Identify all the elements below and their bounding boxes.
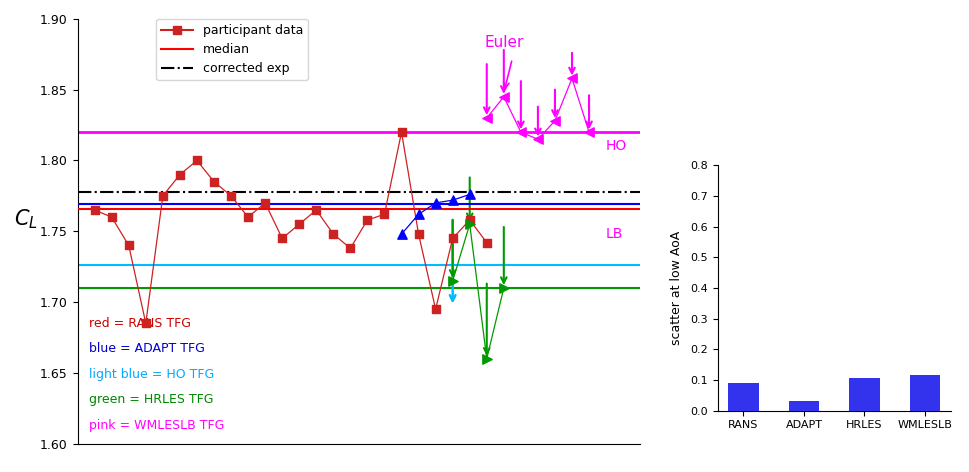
Point: [257, 199, 272, 207]
Bar: [849, 379, 879, 411]
Point: [461, 216, 477, 224]
Bar: [909, 375, 939, 411]
Point: [461, 191, 477, 198]
Point: [359, 216, 375, 224]
Text: light blue = HO TFG: light blue = HO TFG: [89, 368, 214, 381]
Point: [479, 114, 494, 122]
Point: [189, 157, 204, 164]
Point: [104, 213, 119, 221]
Bar: [728, 383, 758, 411]
Text: red = RANS TFG: red = RANS TFG: [89, 317, 191, 330]
Bar: [788, 401, 818, 411]
Point: [580, 128, 596, 136]
Point: [291, 220, 306, 228]
Point: [411, 211, 426, 218]
Text: LB: LB: [606, 227, 623, 241]
Point: [479, 239, 494, 246]
Text: green = HRLES TFG: green = HRLES TFG: [89, 393, 213, 406]
Point: [206, 178, 222, 185]
Point: [445, 277, 460, 285]
Text: blue = ADAPT TFG: blue = ADAPT TFG: [89, 342, 204, 355]
Point: [87, 206, 103, 214]
Point: [155, 192, 171, 200]
Text: Euler: Euler: [484, 35, 523, 50]
Point: [547, 117, 562, 125]
Point: [342, 244, 358, 252]
Point: [445, 196, 460, 204]
Point: [461, 220, 477, 228]
Text: pink = WMLESLB TFG: pink = WMLESLB TFG: [89, 419, 224, 432]
Point: [495, 284, 511, 292]
Point: [172, 171, 187, 178]
Y-axis label: scatter at low AoA: scatter at low AoA: [670, 231, 683, 345]
Point: [376, 211, 391, 218]
Point: [495, 93, 511, 101]
Point: [121, 242, 137, 249]
Point: [326, 230, 341, 238]
Point: [427, 305, 443, 313]
Point: [445, 235, 460, 242]
Y-axis label: $C_L$: $C_L$: [15, 208, 38, 231]
Point: [393, 230, 409, 238]
Point: [530, 135, 546, 143]
Point: [308, 206, 324, 214]
Text: HO: HO: [606, 139, 627, 153]
Point: [223, 192, 238, 200]
Point: [411, 230, 426, 238]
Point: [138, 320, 153, 327]
Point: [479, 355, 494, 362]
Point: [427, 199, 443, 207]
Point: [274, 235, 290, 242]
Point: [393, 128, 409, 136]
Legend: participant data, median, corrected exp: participant data, median, corrected exp: [156, 19, 308, 80]
Point: [240, 213, 256, 221]
Point: [564, 75, 579, 82]
Point: [513, 128, 528, 136]
